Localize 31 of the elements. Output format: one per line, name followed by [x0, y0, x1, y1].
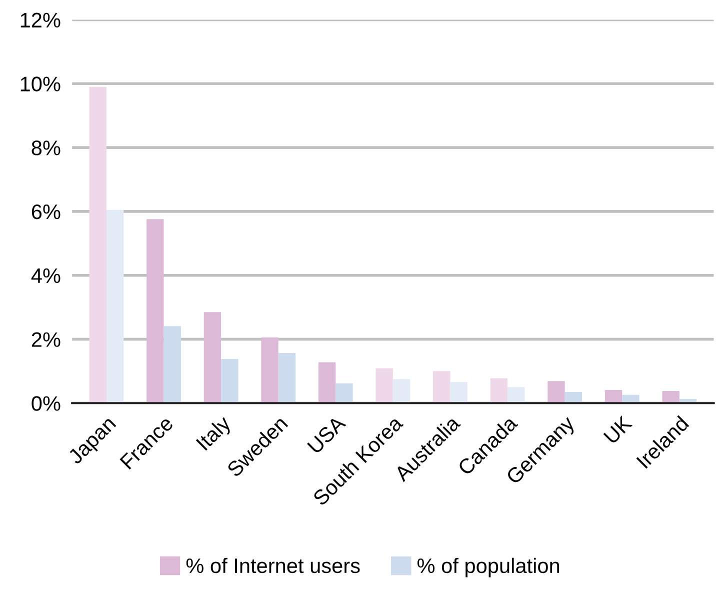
legend-label: % of Internet users [186, 558, 360, 574]
y-tick-label: 10% [20, 76, 60, 92]
bar [89, 86, 106, 404]
bar [604, 390, 622, 404]
bar [508, 387, 525, 404]
bar [164, 326, 181, 404]
bar [376, 368, 393, 404]
y-tick-label: 12% [20, 12, 60, 28]
y-tick-label: 8% [32, 140, 60, 156]
y-tick-label: 4% [31, 268, 60, 284]
y-tick-label: 0% [32, 396, 60, 411]
bar [204, 312, 222, 404]
y-tick-label: 2% [32, 332, 60, 347]
x-tick-label: UK [603, 414, 633, 444]
bar [221, 359, 238, 404]
bar [318, 362, 336, 404]
legend-label: % of population [417, 558, 560, 578]
bar [336, 383, 353, 404]
bar [146, 219, 164, 404]
y-tick-label: 6% [32, 204, 60, 220]
bar [490, 378, 508, 404]
bar [392, 379, 410, 404]
x-tick-label: Italy [195, 414, 235, 454]
bar [450, 382, 468, 404]
bar [433, 371, 450, 404]
bar [548, 381, 565, 404]
bar [106, 210, 124, 404]
bar [261, 337, 278, 404]
bar [278, 352, 296, 404]
x-tick-label: USA [306, 414, 346, 454]
bar [662, 390, 680, 404]
